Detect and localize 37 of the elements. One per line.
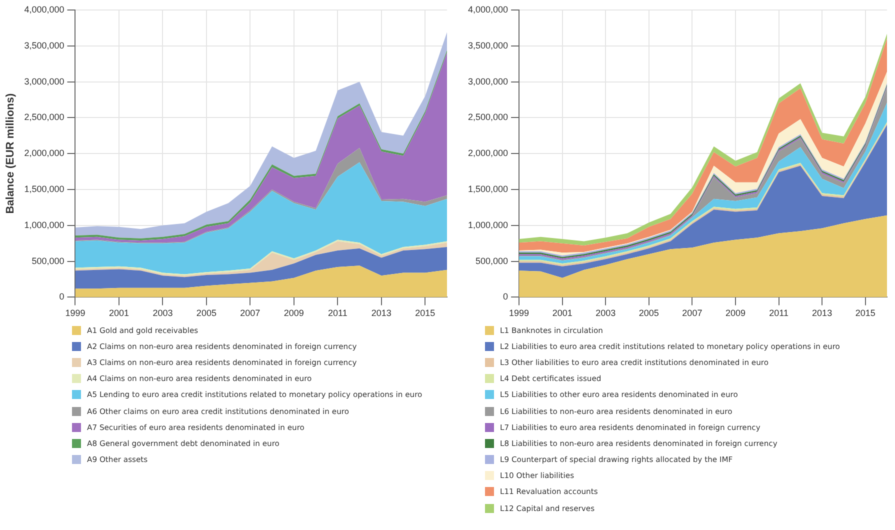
y-tick-label: 500,000 [32, 256, 64, 266]
x-tick-label: 2013 [812, 308, 832, 318]
y-tick-label: 2,500,000 [468, 112, 508, 122]
x-tick-label: 2005 [638, 308, 659, 318]
y-tick-label: 500,000 [475, 256, 508, 266]
y-tick-label: 3,500,000 [468, 40, 508, 50]
x-tick-label: 1999 [65, 308, 86, 318]
y-tick-label: 3,000,000 [24, 76, 64, 86]
y-tick-label: 4,000,000 [468, 4, 508, 14]
y-tick-label: 1,500,000 [468, 184, 508, 194]
x-tick-label: 2007 [240, 308, 260, 318]
x-tick-label: 2001 [108, 308, 129, 318]
x-tick-label: 2011 [328, 308, 348, 318]
y-tick-label: 0 [503, 292, 508, 302]
x-tick-label: 2013 [371, 308, 392, 318]
y-tick-label: 1,500,000 [24, 184, 64, 194]
y-tick-label: 3,000,000 [468, 76, 508, 86]
x-tick-label: 1999 [509, 308, 530, 318]
x-tick-label: 2005 [196, 308, 216, 318]
x-tick-label: 2001 [552, 308, 572, 318]
x-tick-label: 2015 [855, 308, 876, 318]
y-tick-label: 2,500,000 [24, 112, 64, 122]
x-tick-label: 2007 [682, 308, 702, 318]
y-tick-label: 2,000,000 [468, 148, 508, 158]
y-tick-label: 0 [59, 292, 64, 302]
x-tick-label: 2009 [284, 308, 304, 318]
y-tick-label: 3,500,000 [24, 40, 64, 50]
y-tick-label: 4,000,000 [24, 4, 64, 14]
x-tick-label: 2011 [769, 308, 788, 318]
y-tick-label: 1,000,000 [468, 220, 508, 230]
y-tick-label: 2,000,000 [24, 148, 64, 158]
y-axis-title: Balance (EUR millions) [4, 93, 17, 214]
y-tick-label: 1,000,000 [24, 220, 64, 230]
x-tick-label: 2003 [596, 308, 616, 318]
x-tick-label: 2003 [152, 308, 173, 318]
x-tick-label: 2015 [415, 308, 436, 318]
x-tick-label: 2009 [725, 308, 746, 318]
